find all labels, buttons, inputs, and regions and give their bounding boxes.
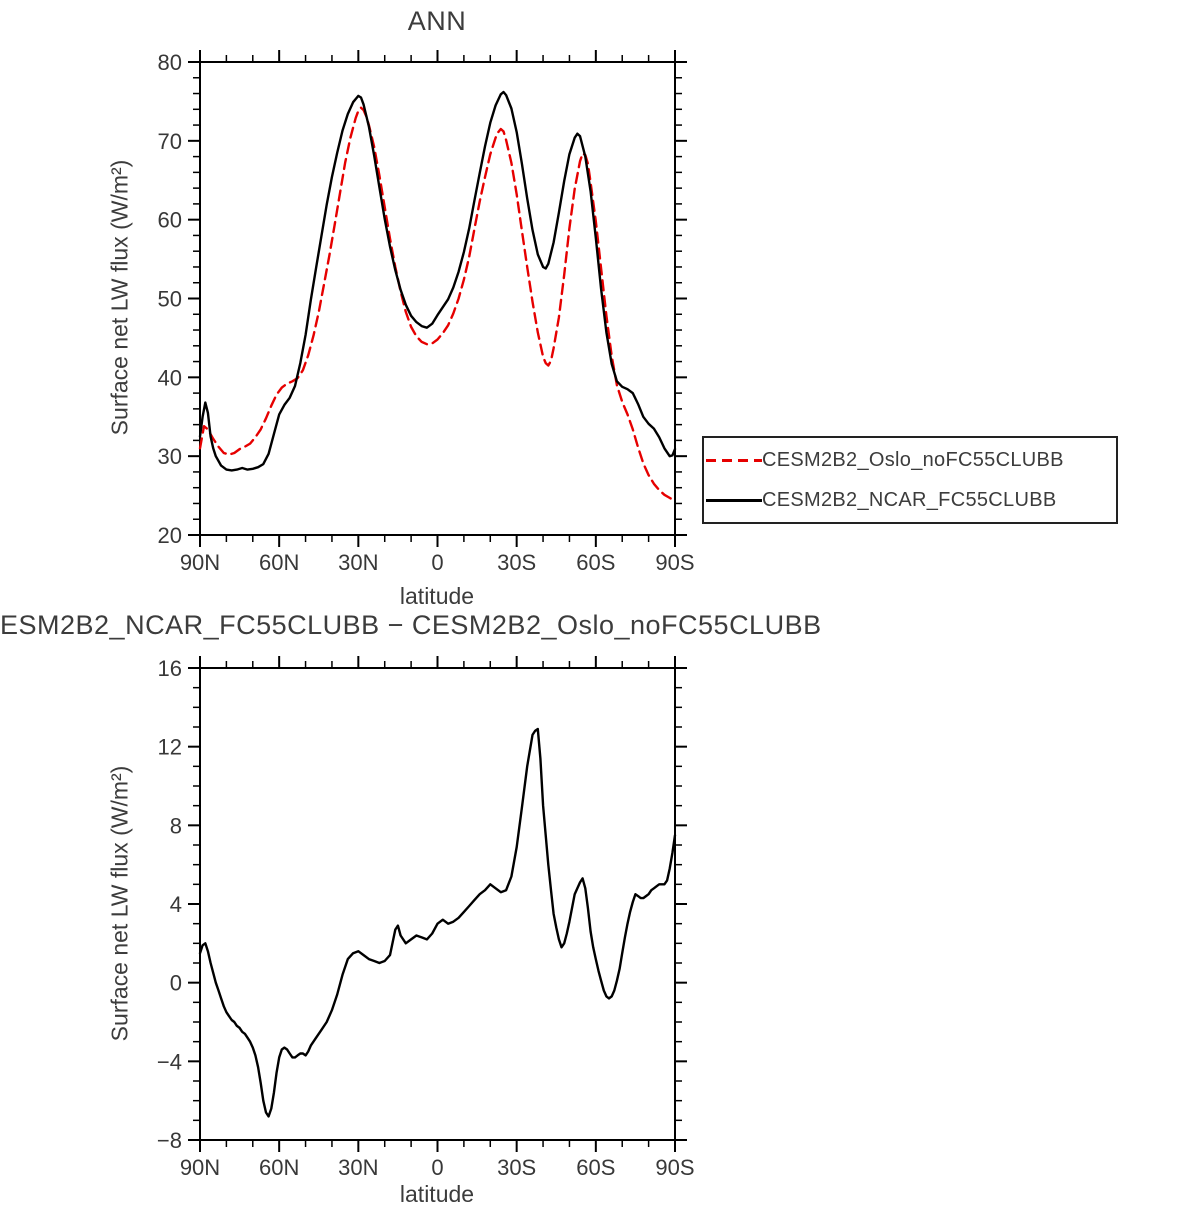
top-y-axis-label: Surface net LW flux (W/m²): [106, 159, 133, 436]
bottom-x-axis-label: latitude: [399, 1181, 475, 1207]
x-tick-label: 90S: [655, 550, 694, 575]
bottom-chart-title: ESM2B2_NCAR_FC55CLUBB − CESM2B2_Oslo_noF…: [0, 610, 822, 640]
red-dashed-line-sample: [706, 458, 762, 462]
y-tick-label: 30: [158, 444, 182, 469]
y-tick-label: 70: [158, 129, 182, 154]
y-tick-label: 0: [170, 971, 182, 996]
x-tick-label: 90S: [655, 1155, 694, 1180]
y-tick-label: 60: [158, 208, 182, 233]
top-chart-title: ANN: [407, 6, 467, 36]
x-tick-label: 90N: [180, 1155, 220, 1180]
legend: CESM2B2_Oslo_noFC55CLUBB CESM2B2_NCAR_FC…: [702, 436, 1118, 524]
y-tick-label: −8: [157, 1128, 182, 1153]
black-solid-line-sample: [706, 498, 762, 502]
x-tick-label: 60N: [259, 1155, 299, 1180]
x-tick-label: 60N: [259, 550, 299, 575]
legend-label-oslo: CESM2B2_Oslo_noFC55CLUBB: [762, 448, 1064, 471]
y-tick-label: 80: [158, 50, 182, 75]
x-tick-label: 30N: [338, 1155, 378, 1180]
legend-item-ncar: CESM2B2_NCAR_FC55CLUBB: [706, 480, 1112, 520]
x-tick-label: 0: [431, 550, 443, 575]
legend-item-oslo: CESM2B2_Oslo_noFC55CLUBB: [706, 440, 1112, 480]
x-tick-label: 30S: [497, 550, 536, 575]
y-tick-label: 40: [158, 365, 182, 390]
y-tick-label: 4: [170, 892, 182, 917]
y-tick-label: 8: [170, 813, 182, 838]
y-tick-label: −4: [157, 1049, 182, 1074]
x-tick-label: 60S: [576, 1155, 615, 1180]
x-tick-label: 30N: [338, 550, 378, 575]
legend-label-ncar: CESM2B2_NCAR_FC55CLUBB: [762, 488, 1057, 511]
y-tick-label: 16: [158, 656, 182, 681]
x-tick-label: 90N: [180, 550, 220, 575]
series-line-difference: [198, 727, 677, 1118]
x-tick-label: 30S: [497, 1155, 536, 1180]
x-tick-label: 60S: [576, 550, 615, 575]
bottom-y-axis-label: Surface net LW flux (W/m²): [106, 765, 133, 1042]
y-tick-label: 50: [158, 287, 182, 312]
y-tick-label: 12: [158, 735, 182, 760]
series-line-CESM2B2_Oslo_noFC55CLUBB: [198, 106, 677, 503]
plot-box: [199, 667, 676, 1141]
series-line-CESM2B2_NCAR_FC55CLUBB: [198, 90, 677, 472]
top-x-axis-label: latitude: [399, 583, 475, 609]
x-tick-label: 0: [431, 1155, 443, 1180]
y-tick-label: 20: [158, 523, 182, 548]
